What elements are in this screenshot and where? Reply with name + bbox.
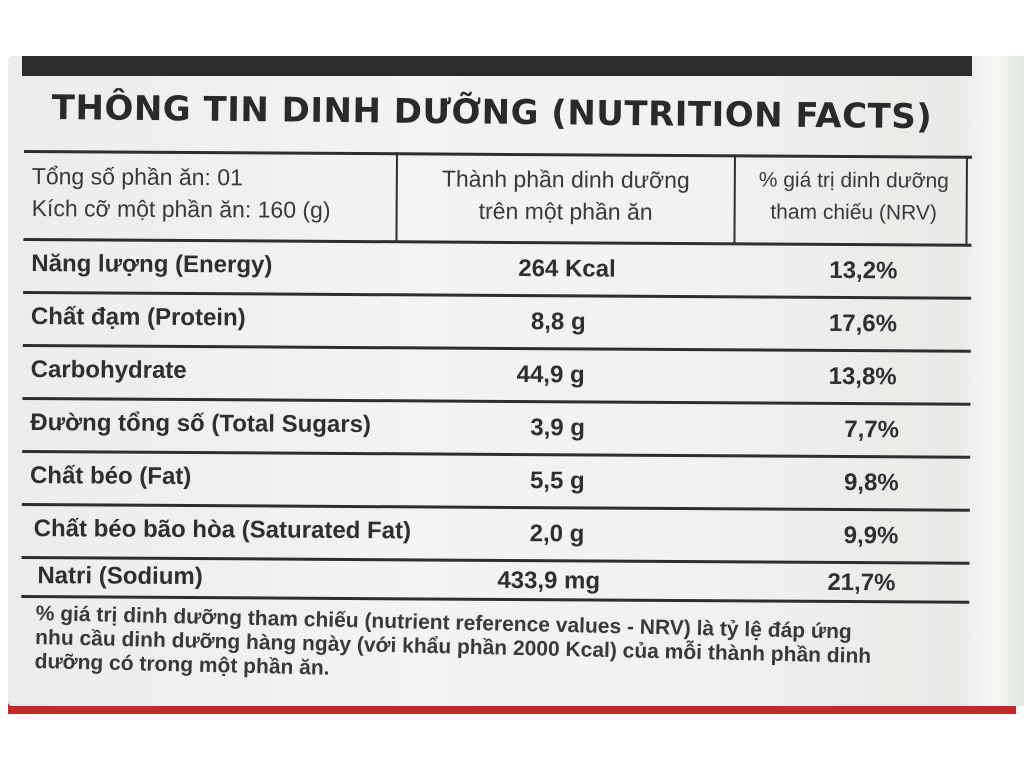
nutrient-name: Chất đạm (Protein) [30,303,246,332]
serving-size-text: Kích cỡ một phần ăn: 160 (g) [31,195,331,223]
header-nrv-cell: % giá trị dinh dưỡng tham chiếu (NRV) [736,164,972,229]
nutrient-name: Chất béo (Fat) [29,462,192,491]
table-rule [23,237,972,247]
header-amount-line1: Thành phần dinh dưỡng [441,165,690,194]
servings-text: Tổng số phần ăn: 01 [31,163,243,191]
nutrient-amount: 3,9 g [530,414,586,442]
nutrition-table: Tổng số phần ăn: 01 Kích cỡ một phần ăn:… [21,150,972,604]
nutrient-amount: 2,0 g [529,520,585,548]
table-rule [22,396,971,406]
header-amount-cell: Thành phần dinh dưỡng trên một phần ăn [398,162,734,228]
nutrient-name: Carbohydrate [30,356,187,384]
nutrient-name: Năng lượng (Energy) [31,250,273,279]
header-nrv-line1: % giá trị dinh dưỡng [758,168,949,193]
nutrient-name: Natri (Sodium) [37,562,203,591]
nutrient-nrv: 7,7% [844,416,900,444]
nutrient-nrv: 13,2% [829,256,898,285]
top-black-bar [22,56,972,76]
nutrient-nrv: 17,6% [828,309,898,338]
nutrient-nrv: 13,8% [828,362,897,391]
table-rule [22,343,971,353]
nutrient-amount: 264 Kcal [518,255,616,283]
table-rule [23,290,972,300]
header-servings-cell: Tổng số phần ăn: 01 Kích cỡ một phần ăn:… [32,160,392,226]
nutrient-nrv: 9,8% [843,469,899,497]
nutrient-amount: 44,9 g [516,361,585,389]
nutrient-nrv: 21,7% [827,568,896,597]
header-amount-line2: trên một phần ăn [478,197,653,225]
nutrient-amount: 8,8 g [530,308,586,336]
table-rule [21,502,970,512]
nutrient-amount: 433,9 mg [497,566,601,595]
nutrient-amount: 5,5 g [529,467,585,495]
header-nrv-line2: tham chiếu (NRV) [770,200,937,225]
table-rule [22,449,971,459]
nutrient-name: Chất béo bão hòa (Saturated Fat) [33,515,412,545]
nutrient-name: Đường tổng số (Total Sugars) [30,409,372,439]
nutrient-nrv: 9,9% [843,522,899,550]
